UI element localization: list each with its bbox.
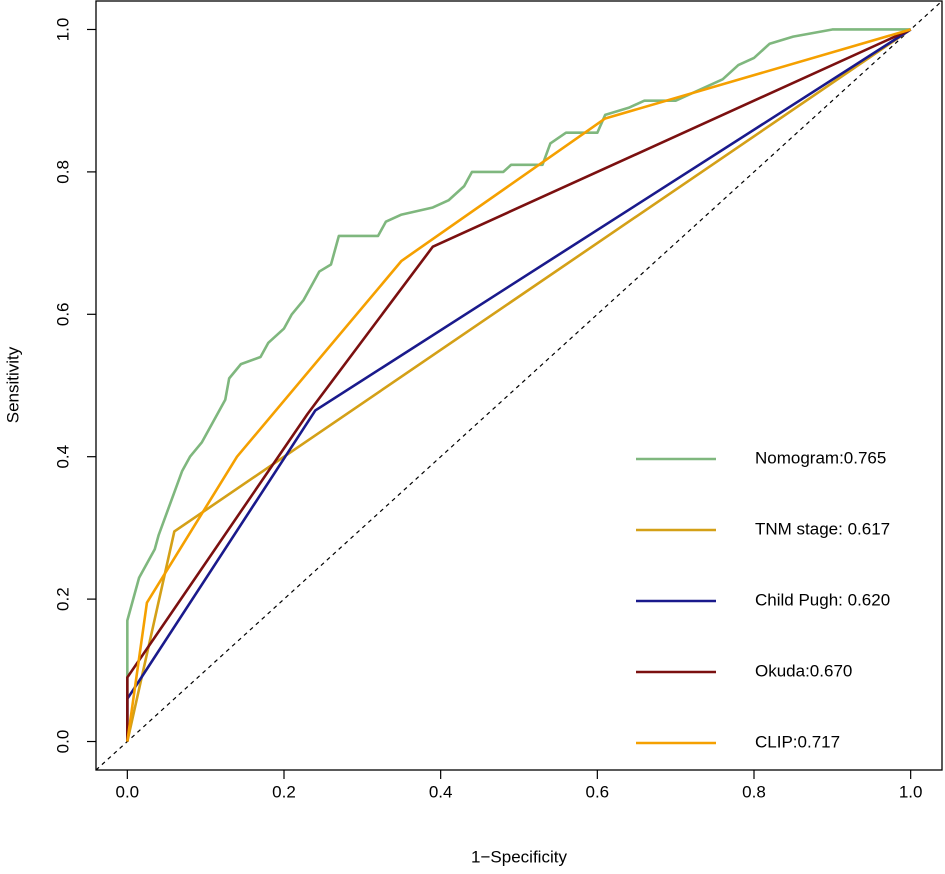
x-tick-label: 0.6 <box>586 782 610 801</box>
y-tick-label: 0.8 <box>53 160 72 184</box>
legend-label: Child Pugh: 0.620 <box>755 590 890 609</box>
legend-label: Okuda:0.670 <box>755 661 852 680</box>
roc-curve <box>126 28 912 742</box>
x-axis-label: 1−Specificity <box>471 847 567 866</box>
x-tick-label: 0.2 <box>272 782 296 801</box>
x-tick-label: 0.4 <box>429 782 453 801</box>
y-tick-label: 1.0 <box>53 18 72 42</box>
x-tick-label: 1.0 <box>899 782 923 801</box>
roc-curve <box>126 28 912 742</box>
x-tick-label: 0.8 <box>742 782 766 801</box>
legend-label: CLIP:0.717 <box>755 732 840 751</box>
y-tick-label: 0.0 <box>53 730 72 754</box>
y-axis-label: Sensitivity <box>3 346 22 423</box>
roc-curve <box>126 28 912 742</box>
y-tick-label: 0.2 <box>53 587 72 611</box>
x-tick-label: 0.0 <box>116 782 140 801</box>
plot-frame <box>95 0 943 771</box>
legend-label: Nomogram:0.765 <box>755 448 886 467</box>
reference-line <box>95 0 943 771</box>
legend-label: TNM stage: 0.617 <box>755 519 890 538</box>
y-tick-label: 0.4 <box>53 445 72 469</box>
y-tick-label: 0.6 <box>53 302 72 326</box>
